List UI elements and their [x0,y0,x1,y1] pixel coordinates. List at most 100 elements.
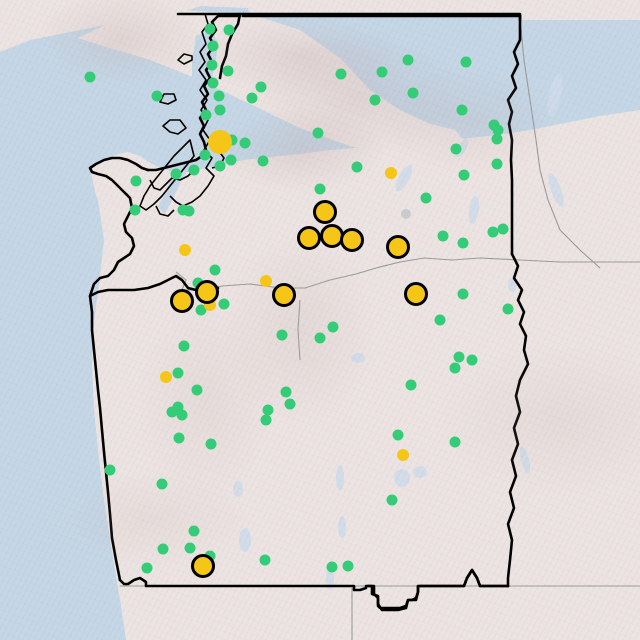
station-small-45[interactable] [437,230,449,242]
station-small-04[interactable] [206,59,218,71]
station-small-12[interactable] [225,154,237,166]
station-small-85[interactable] [276,329,288,341]
station-small-17[interactable] [130,175,142,187]
station-small-81[interactable] [449,436,461,448]
station-large-yakima-w[interactable] [297,226,321,250]
station-small-16[interactable] [183,205,195,217]
station-small-35[interactable] [492,124,504,136]
station-small-61[interactable] [176,409,188,421]
station-small-19[interactable] [151,90,163,102]
station-small-72[interactable] [327,321,339,333]
station-small-23[interactable] [246,92,258,104]
station-small-58[interactable] [284,398,296,410]
station-small-64[interactable] [405,379,417,391]
station-small-83[interactable] [449,362,461,374]
station-small-77[interactable] [141,562,153,574]
station-small-78[interactable] [188,525,200,537]
station-small-11[interactable] [214,160,226,172]
station-small-08[interactable] [222,65,234,77]
station-small-73[interactable] [157,543,169,555]
station-small-43[interactable] [457,237,469,249]
station-large-portland[interactable] [195,280,219,304]
station-large-pendleton[interactable] [404,282,428,306]
station-small-30[interactable] [407,87,419,99]
station-medium-mcminnville[interactable] [160,371,172,383]
station-small-59[interactable] [453,351,465,363]
station-small-06[interactable] [200,109,212,121]
station-small-31[interactable] [402,54,414,66]
station-small-50[interactable] [457,288,469,300]
station-small-28[interactable] [376,66,388,78]
station-small-44[interactable] [487,226,499,238]
station-large-hoodriver[interactable] [272,283,296,307]
station-small-49[interactable] [218,298,230,310]
station-large-yakima-e[interactable] [340,228,364,252]
station-small-69[interactable] [104,464,116,476]
station-small-71[interactable] [434,314,446,326]
station-small-33[interactable] [456,104,468,116]
station-small-13[interactable] [188,164,200,176]
station-small-37[interactable] [351,161,363,173]
station-small-46[interactable] [209,264,221,276]
station-small-76[interactable] [259,554,271,566]
station-small-20[interactable] [129,204,141,216]
station-large-klamath[interactable] [191,554,215,578]
station-small-56[interactable] [191,384,203,396]
station-small-62[interactable] [166,406,178,418]
station-small-41[interactable] [450,143,462,155]
station-small-55[interactable] [172,367,184,379]
station-small-39[interactable] [458,169,470,181]
station-small-79[interactable] [326,561,338,573]
station-small-09[interactable] [213,90,225,102]
station-small-52[interactable] [497,223,509,235]
station-small-18[interactable] [84,71,96,83]
station-small-14[interactable] [199,149,211,161]
station-small-07[interactable] [214,104,226,116]
station-large-tricities[interactable] [386,235,410,259]
station-small-25[interactable] [257,155,269,167]
station-small-36[interactable] [491,133,503,145]
station-small-05[interactable] [207,77,219,89]
station-small-15[interactable] [170,168,182,180]
station-small-48[interactable] [195,304,207,316]
station-small-65[interactable] [260,414,272,426]
station-small-60[interactable] [172,401,184,413]
station-small-02[interactable] [223,24,235,36]
station-small-29[interactable] [369,94,381,106]
station-small-82[interactable] [392,429,404,441]
station-small-63[interactable] [262,404,274,416]
station-large-vancouver-wa[interactable] [170,289,194,313]
station-small-24[interactable] [255,81,267,93]
station-small-51[interactable] [502,303,514,315]
station-small-10[interactable] [226,134,238,146]
station-medium-camas[interactable] [260,275,272,287]
station-small-01[interactable] [204,23,216,35]
station-small-57[interactable] [280,386,292,398]
station-small-74[interactable] [184,542,196,554]
station-small-32[interactable] [460,56,472,68]
station-medium-burns[interactable] [397,449,409,461]
station-small-68[interactable] [466,354,478,366]
station-small-21[interactable] [177,204,189,216]
station-large-seattle[interactable] [208,130,232,154]
station-small-27[interactable] [335,68,347,80]
station-small-80[interactable] [342,560,354,572]
station-medium-wenatchee[interactable] [385,167,397,179]
station-small-84[interactable] [386,494,398,506]
station-medium-longview[interactable] [179,244,191,256]
station-small-66[interactable] [173,432,185,444]
station-small-26[interactable] [312,127,324,139]
station-small-67[interactable] [205,438,217,450]
station-small-22[interactable] [239,137,251,149]
station-small-54[interactable] [178,340,190,352]
station-small-70[interactable] [156,478,168,490]
station-small-53[interactable] [314,332,326,344]
station-small-38[interactable] [491,158,503,170]
station-large-yakima-n[interactable] [313,200,337,224]
station-small-42[interactable] [420,192,432,204]
station-small-03[interactable] [207,40,219,52]
station-small-40[interactable] [314,183,326,195]
